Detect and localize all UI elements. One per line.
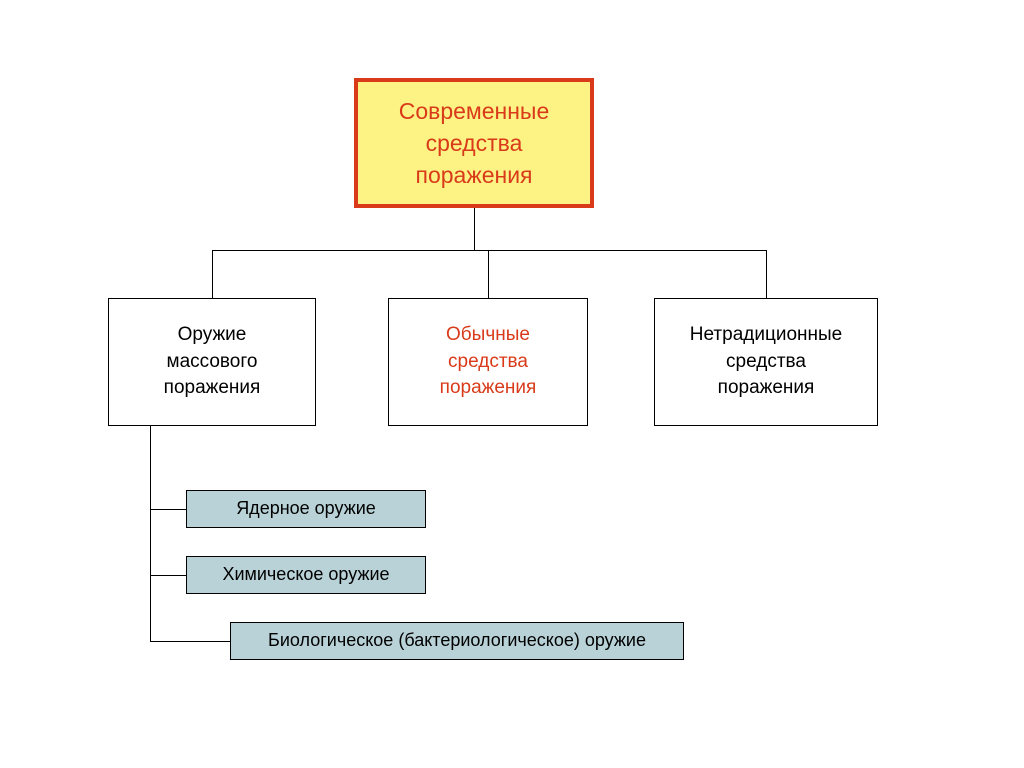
child-node-1: Оружие массового поражения bbox=[108, 298, 316, 426]
subitem-label-3: Биологическое (бактериологическое) оружи… bbox=[268, 628, 646, 653]
connector-line bbox=[212, 250, 766, 251]
connector-line bbox=[150, 426, 151, 641]
child-label-2: Обычные средства поражения bbox=[440, 322, 537, 402]
root-node: Современные средства поражения bbox=[354, 78, 594, 208]
subitem-label-1: Ядерное оружие bbox=[236, 496, 376, 521]
child-node-2: Обычные средства поражения bbox=[388, 298, 588, 426]
subitem-node-2: Химическое оружие bbox=[186, 556, 426, 594]
connector-line bbox=[150, 575, 186, 576]
subitem-node-1: Ядерное оружие bbox=[186, 490, 426, 528]
connector-line bbox=[474, 208, 475, 250]
subitem-label-2: Химическое оружие bbox=[222, 562, 389, 587]
connector-line bbox=[212, 250, 213, 298]
connector-line bbox=[488, 250, 489, 298]
root-label: Современные средства поражения bbox=[399, 95, 550, 192]
child-node-3: Нетрадиционные средства поражения bbox=[654, 298, 878, 426]
connector-line bbox=[150, 641, 230, 642]
connector-line bbox=[150, 509, 186, 510]
subitem-node-3: Биологическое (бактериологическое) оружи… bbox=[230, 622, 684, 660]
child-label-3: Нетрадиционные средства поражения bbox=[690, 322, 842, 402]
child-label-1: Оружие массового поражения bbox=[164, 322, 261, 402]
connector-line bbox=[766, 250, 767, 298]
